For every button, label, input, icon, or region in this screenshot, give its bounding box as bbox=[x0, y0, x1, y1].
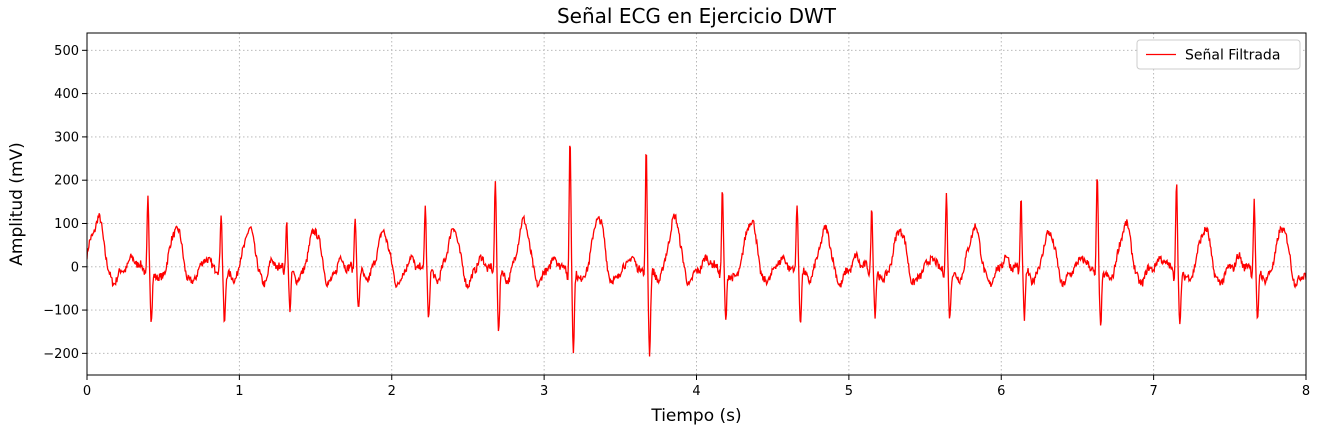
y-axis-label: Amplitud (mV) bbox=[7, 142, 27, 266]
x-axis-label: Tiempo (s) bbox=[650, 406, 741, 426]
y-axis-ticks: −200 −100 0 100 200 300 400 500 bbox=[43, 44, 87, 362]
x-tick-label: 8 bbox=[1302, 384, 1310, 399]
x-tick-label: 6 bbox=[997, 384, 1005, 399]
plot-frame bbox=[86, 32, 1307, 376]
legend-box bbox=[1136, 39, 1301, 70]
grid-lines bbox=[86, 33, 1307, 375]
series-line-senal-filtrada bbox=[87, 145, 1306, 357]
x-tick-label: 2 bbox=[388, 384, 396, 399]
legend-label: Señal Filtrada bbox=[1185, 48, 1280, 64]
y-tick-label: 0 bbox=[71, 260, 79, 275]
y-tick-label: 200 bbox=[54, 174, 79, 189]
y-tick-label: 500 bbox=[54, 44, 79, 59]
y-tick-label: −100 bbox=[43, 304, 79, 319]
chart-title: Señal ECG en Ejercicio DWT bbox=[557, 4, 837, 28]
x-tick-label: 7 bbox=[1149, 384, 1157, 399]
legend: Señal Filtrada bbox=[1136, 39, 1301, 70]
y-tick-label: 100 bbox=[54, 217, 79, 232]
x-tick-label: 5 bbox=[845, 384, 853, 399]
x-tick-label: 4 bbox=[692, 384, 700, 399]
x-tick-label: 1 bbox=[235, 384, 243, 399]
y-tick-label: 300 bbox=[54, 130, 79, 145]
x-tick-label: 3 bbox=[540, 384, 548, 399]
y-tick-label: 400 bbox=[54, 87, 79, 102]
series-layer bbox=[87, 145, 1306, 357]
y-tick-label: −200 bbox=[43, 347, 79, 362]
x-tick-label: 0 bbox=[83, 384, 91, 399]
x-axis-ticks: 0 1 2 3 4 5 6 7 8 bbox=[83, 375, 1310, 399]
